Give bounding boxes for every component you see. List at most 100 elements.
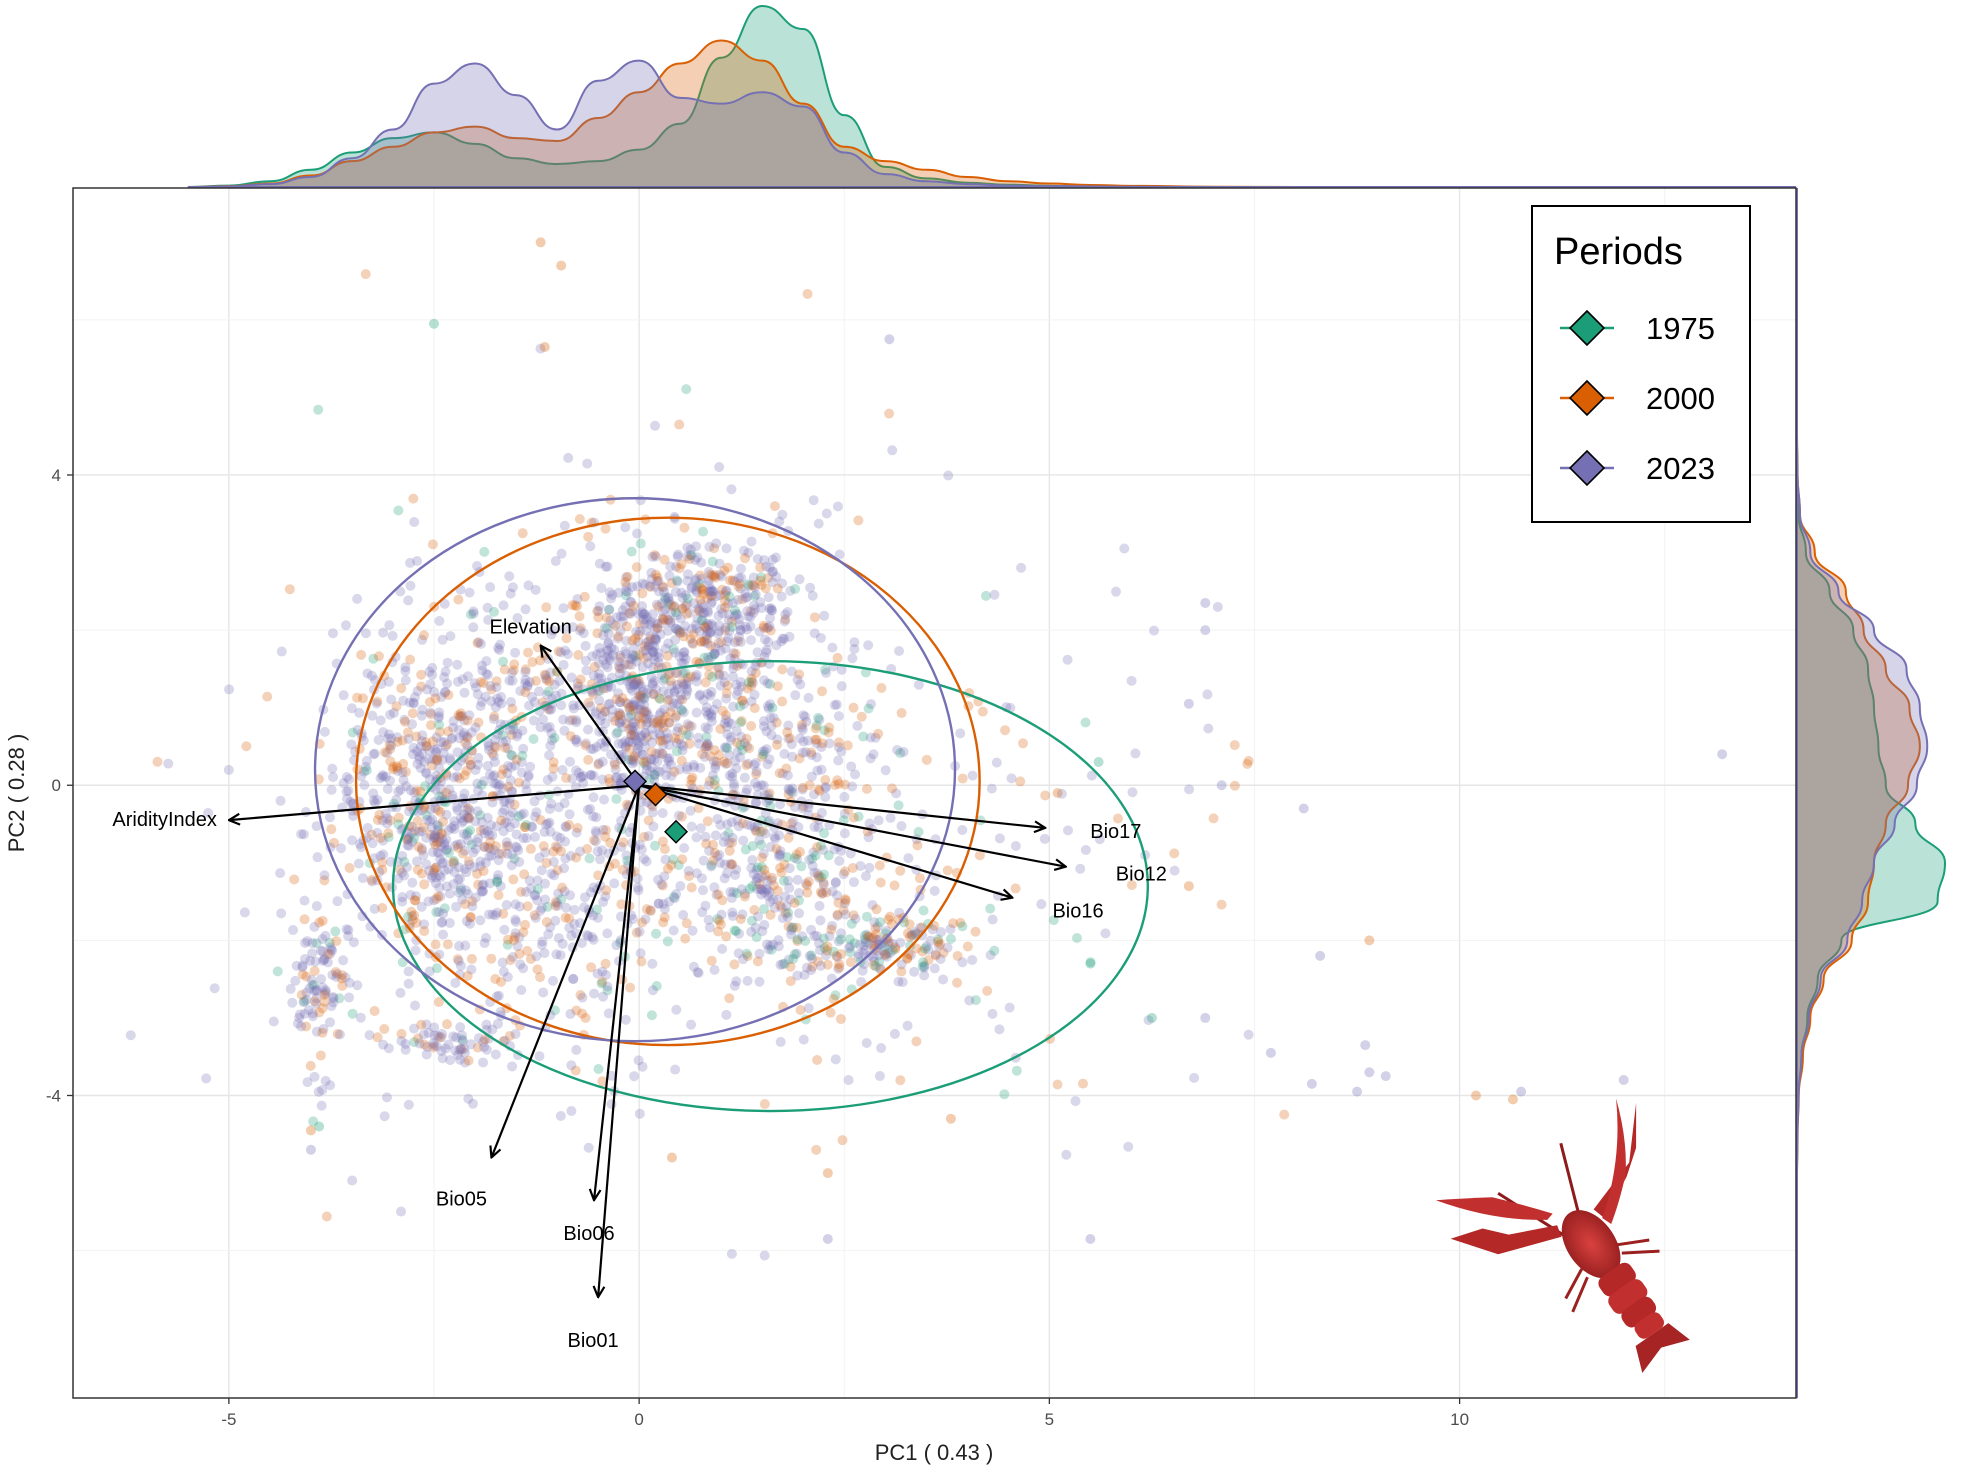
data-point <box>620 590 631 601</box>
data-point <box>523 770 534 781</box>
data-point <box>430 839 441 850</box>
data-point <box>634 1108 645 1119</box>
data-point <box>493 870 504 881</box>
data-point <box>626 755 637 766</box>
data-point <box>640 727 651 738</box>
data-point <box>721 721 732 732</box>
data-point <box>730 756 741 767</box>
data-point <box>584 853 595 864</box>
data-point <box>407 911 418 921</box>
data-point <box>696 636 707 647</box>
data-point <box>723 615 734 626</box>
data-point <box>696 636 707 647</box>
data-point <box>687 925 698 936</box>
data-point <box>850 769 861 780</box>
data-point <box>502 768 513 779</box>
legend-label-2000: 2000 <box>1646 381 1715 416</box>
data-point <box>224 684 235 695</box>
data-point <box>598 654 609 665</box>
data-point <box>564 913 575 924</box>
data-point <box>917 961 928 972</box>
data-point <box>305 956 316 967</box>
data-point <box>681 683 692 694</box>
data-point <box>766 605 777 616</box>
data-point <box>459 770 470 781</box>
data-point <box>720 622 731 633</box>
data-point <box>746 926 757 937</box>
data-point <box>477 817 488 828</box>
data-point <box>746 676 757 687</box>
data-point <box>674 419 685 430</box>
data-point <box>556 846 567 857</box>
data-point <box>624 608 635 619</box>
data-point <box>520 666 531 677</box>
data-point <box>467 896 478 907</box>
data-point <box>679 522 690 533</box>
data-point <box>649 633 660 644</box>
data-point <box>690 541 701 552</box>
data-point <box>485 769 496 780</box>
data-point <box>669 766 680 777</box>
data-point <box>573 681 584 692</box>
data-point <box>697 749 708 760</box>
data-point <box>510 1029 521 1040</box>
data-point <box>725 732 736 743</box>
data-point <box>746 536 757 547</box>
data-point <box>491 821 502 832</box>
data-point <box>750 797 761 808</box>
data-point <box>709 882 720 893</box>
data-point <box>666 680 677 691</box>
data-point <box>694 626 705 637</box>
data-point <box>547 735 558 746</box>
data-point <box>516 985 527 996</box>
data-point <box>651 748 662 759</box>
data-point <box>442 939 453 950</box>
data-point <box>706 686 717 697</box>
loading-label-bio17: Bio17 <box>1090 821 1141 843</box>
data-point <box>1200 1012 1211 1023</box>
data-point <box>673 625 684 636</box>
data-point <box>820 664 831 675</box>
data-point <box>493 848 504 859</box>
data-point <box>241 741 252 752</box>
data-point <box>865 732 876 743</box>
data-point <box>330 926 341 937</box>
data-point <box>432 753 443 764</box>
data-point <box>530 832 541 843</box>
data-point <box>989 589 1000 600</box>
data-point <box>416 901 427 912</box>
data-point <box>715 680 726 691</box>
data-point <box>493 855 504 866</box>
data-point <box>771 640 782 651</box>
data-point <box>682 569 693 580</box>
data-point <box>385 709 396 720</box>
data-point <box>682 542 693 553</box>
data-point <box>635 700 646 711</box>
data-point <box>397 767 408 778</box>
data-point <box>500 742 511 753</box>
data-point <box>483 842 494 853</box>
data-point <box>707 620 718 631</box>
data-point <box>373 651 384 662</box>
data-point <box>847 653 858 664</box>
data-point <box>366 829 377 840</box>
data-point <box>399 856 410 867</box>
data-point <box>615 625 626 636</box>
data-point <box>596 978 607 989</box>
data-point <box>736 716 747 727</box>
data-point <box>629 1071 640 1082</box>
data-point <box>685 633 696 644</box>
data-point <box>659 903 670 914</box>
data-point <box>642 612 653 623</box>
data-point <box>455 813 466 824</box>
data-point <box>763 622 774 633</box>
data-point <box>830 780 841 791</box>
top-density-2023 <box>187 59 1796 189</box>
data-point <box>579 591 590 602</box>
data-point <box>453 710 464 721</box>
data-point <box>650 633 661 644</box>
data-point <box>559 863 570 874</box>
data-point <box>275 795 286 806</box>
data-point <box>638 686 649 697</box>
data-point <box>507 582 518 593</box>
